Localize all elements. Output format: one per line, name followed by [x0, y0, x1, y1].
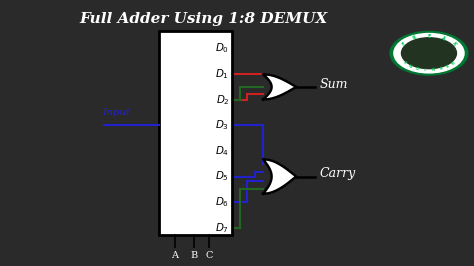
Text: N: N — [431, 68, 435, 72]
Text: Carry: Carry — [320, 167, 356, 180]
Text: N: N — [407, 64, 412, 69]
Text: A: A — [172, 251, 178, 260]
Text: E: E — [446, 64, 451, 69]
Bar — [159, 31, 232, 235]
Text: R: R — [412, 35, 418, 41]
Polygon shape — [263, 74, 296, 99]
Circle shape — [394, 34, 464, 73]
Text: E: E — [427, 34, 431, 39]
Text: F: F — [401, 41, 407, 46]
Text: I: I — [424, 68, 426, 72]
Text: G: G — [414, 66, 419, 71]
Text: K: K — [451, 40, 457, 46]
Text: E: E — [439, 66, 443, 71]
Text: $D_4$: $D_4$ — [215, 144, 229, 158]
Text: $D_6$: $D_6$ — [215, 195, 229, 209]
Text: $D_5$: $D_5$ — [216, 170, 229, 184]
Text: $D_2$: $D_2$ — [216, 93, 229, 107]
Text: Sum: Sum — [320, 78, 348, 91]
Text: $D_0$: $D_0$ — [215, 41, 229, 55]
Text: B: B — [191, 251, 198, 260]
Polygon shape — [263, 159, 296, 194]
Text: $D_3$: $D_3$ — [215, 118, 229, 132]
Text: $D_7$: $D_7$ — [215, 221, 229, 235]
Text: E: E — [401, 61, 407, 65]
Text: C: C — [205, 251, 212, 260]
Text: A: A — [440, 35, 446, 41]
Text: R: R — [451, 61, 456, 65]
Circle shape — [390, 31, 468, 75]
Text: $D_1$: $D_1$ — [216, 67, 229, 81]
Text: Input: Input — [102, 108, 130, 117]
Circle shape — [401, 38, 456, 69]
Text: Full Adder Using 1:8 DEMUX: Full Adder Using 1:8 DEMUX — [80, 12, 328, 26]
